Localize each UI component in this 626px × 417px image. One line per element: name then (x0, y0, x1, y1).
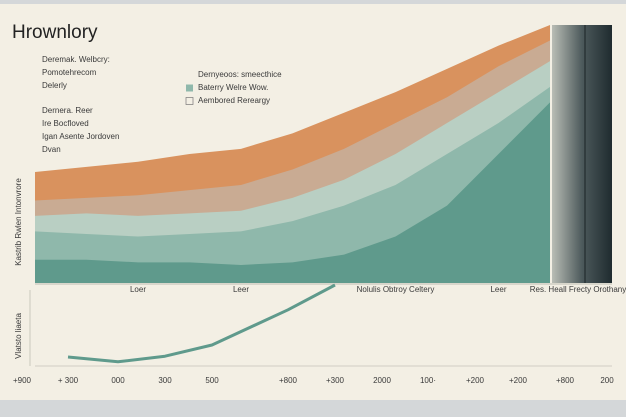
x-tick-label: +300 (326, 376, 345, 385)
annotation: Dernera. Reer (42, 106, 93, 115)
y-axis-label: Kastrib Rwlen Intonvrore (14, 178, 23, 266)
x-tick-label: Leer (490, 285, 506, 294)
annotation: Deremak. Welbcry: (42, 55, 110, 64)
legend-label: Aembored Rereargy (198, 96, 270, 105)
x-tick-label: +800 (556, 376, 575, 385)
y-axis-label: Vlatsto liaeta (14, 313, 23, 359)
annotation: Ire Bocfloved (42, 119, 89, 128)
x-tick-label: +800 (279, 376, 298, 385)
x-tick-label: +200 (509, 376, 528, 385)
legend-label: Dernyeoos: smeecthice (198, 70, 282, 79)
annotation: Delerly (42, 81, 67, 90)
x-tick-label: +900 (13, 376, 32, 385)
x-tick-label: 200 (600, 376, 614, 385)
x-tick-label: Nolulis Obtroy Celtery (357, 285, 435, 294)
x-tick-label: 000 (111, 376, 125, 385)
annotation: Pomotehrecom (42, 68, 97, 77)
x-tick-label: + 300 (58, 376, 79, 385)
legend-swatch (186, 84, 193, 92)
line (67, 283, 336, 364)
annotation: Dvan (42, 145, 61, 154)
bottom-band (0, 400, 626, 417)
x-tick-label: +200 (466, 376, 485, 385)
legend-label: Baterry Welre Wow. (198, 83, 268, 92)
x-tick-label: Loer (130, 285, 146, 294)
area-layer (35, 102, 550, 284)
top-band (0, 0, 626, 4)
legend-swatch (185, 97, 194, 105)
x-tick-label: 500 (205, 376, 219, 385)
side-bar (552, 25, 612, 283)
annotation: Igan Asente Jordoven (42, 132, 119, 141)
x-tick-label: 100· (420, 376, 436, 385)
chart-title: Hrownlory (12, 22, 98, 43)
x-tick-label: 2000 (373, 376, 391, 385)
x-axis-label: Res. Heall Frecty Orothany (530, 285, 626, 294)
x-tick-label: Leer (233, 285, 249, 294)
x-tick-label: 300 (158, 376, 172, 385)
